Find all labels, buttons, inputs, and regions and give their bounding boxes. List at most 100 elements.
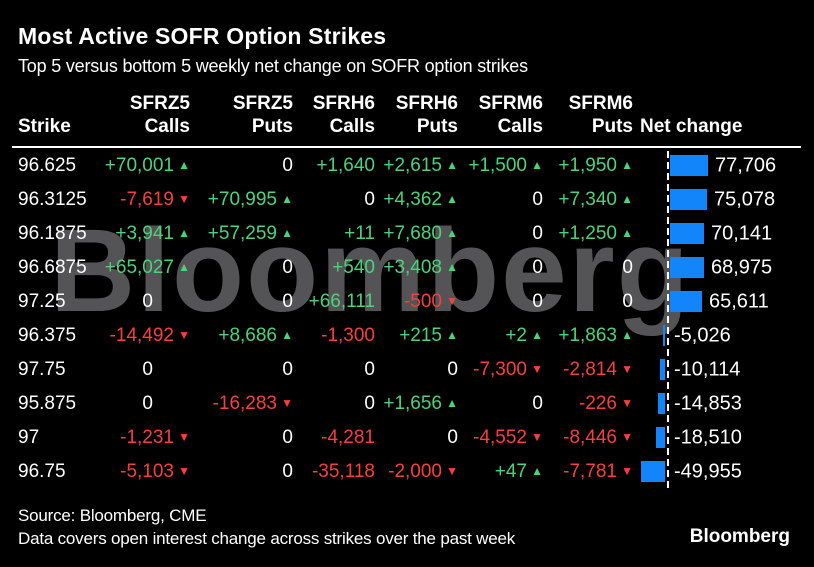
table-row: 97.75 0 0 0 0 -7,300 ▼ -2,814 ▼ -10,114 [0,353,814,387]
value-text: 0 [532,189,543,210]
value-text: -4,552 [473,427,527,448]
value-text: 0 [282,359,293,380]
column-header-sfrh6-puts: SFRH6 [395,93,458,114]
up-triangle-icon: ▲ [446,396,458,410]
value-cell: +70,001 ▲ [90,155,190,177]
value-text: -16,283 [212,393,277,414]
value-cell: +47 ▲ [458,461,543,483]
value-cell: 0 [293,359,375,381]
net-change-cell: -5,026 [633,319,814,353]
value-text: -226 [578,393,617,414]
down-triangle-icon: ▼ [446,464,458,478]
value-cell: 0 [375,359,458,381]
value-text: 0 [282,461,293,482]
net-change-cell: -10,114 [633,353,814,387]
value-cell: +7,340 ▲ [543,189,633,211]
value-text: +65,027 [104,257,174,278]
value-text: +47 [494,461,527,482]
value-text: +540 [332,257,375,278]
down-triangle-icon: ▼ [621,396,633,410]
strike-cell: 97.75 [18,359,66,380]
down-triangle-icon: ▼ [281,396,293,410]
value-cell: -1,231 ▼ [90,427,190,449]
table-row: 96.3125 -7,619 ▼ +70,995 ▲ 0 +4,362 ▲ 0 +7,340 ▲ 75… [0,183,814,217]
value-cell: 0 [190,155,293,177]
value-text: +7,680 [383,223,442,244]
strike-cell: 97 [18,427,40,448]
net-change-value: 77,706 [715,154,777,177]
value-text: -8,446 [563,427,617,448]
value-text: 0 [622,291,633,312]
up-triangle-icon: ▲ [531,464,543,478]
value-text: 0 [282,291,293,312]
value-text: 0 [282,427,293,448]
column-header-calls-3: Calls [497,116,543,137]
value-cell: 0 [90,291,190,313]
value-text: +215 [399,325,442,346]
footnote: Data covers open interest change across … [18,529,516,548]
chart-title: Most Active SOFR Option Strikes [18,23,387,49]
up-triangle-icon: ▲ [178,158,190,172]
value-text: -500 [403,291,442,312]
up-triangle-icon: ▲ [446,226,458,240]
value-cell: +215 ▲ [375,325,458,347]
strike-cell: 96.375 [18,325,77,346]
value-text: +1,656 [383,393,442,414]
value-cell: +1,250 ▲ [543,223,633,245]
net-change-value: 68,975 [711,256,773,279]
value-text: 0 [142,393,153,414]
table-row: 97.25 0 0 +66,111 -500 ▼ 0 0 65,611 [0,285,814,319]
value-text: 0 [532,257,543,278]
value-cell: +3,941 ▲ [90,223,190,245]
value-cell: -35,118 [293,461,375,483]
value-text: 0 [364,393,375,414]
column-header [18,93,90,115]
value-text: 0 [447,359,458,380]
column-header-sfrh6-calls: SFRH6 [312,93,375,114]
value-cell: 0 [458,189,543,211]
up-triangle-icon: ▲ [531,328,543,342]
value-cell: -4,281 [293,427,375,449]
strike-cell: 96.625 [18,155,77,176]
value-cell: 0 [190,257,293,279]
up-triangle-icon: ▲ [281,328,293,342]
value-cell: 0 [190,359,293,381]
value-cell: +1,500 ▲ [458,155,543,177]
value-text: -5,103 [120,461,174,482]
value-text: +1,863 [558,325,617,346]
value-cell: -2,000 ▼ [375,461,458,483]
value-text: +11 [344,223,375,244]
value-cell: +7,680 ▲ [375,223,458,245]
value-cell: 0 [543,257,633,279]
net-change-value: -5,026 [674,324,731,347]
value-cell: 0 [293,393,375,415]
up-triangle-icon: ▲ [178,260,190,274]
value-cell: +540 [293,257,375,279]
strike-cell: 96.3125 [18,189,87,210]
net-change-value: -14,853 [674,392,742,415]
value-cell: 0 [458,291,543,313]
value-text: -1,300 [321,325,375,346]
value-cell: +11 [293,223,375,245]
value-text: +70,001 [104,155,174,176]
value-text: 0 [447,427,458,448]
value-text: +70,995 [207,189,277,210]
net-change-bar [670,291,702,312]
value-text: -7,300 [473,359,527,380]
value-cell: +1,656 ▲ [375,393,458,415]
down-triangle-icon: ▼ [621,430,633,444]
value-cell: +1,950 ▲ [543,155,633,177]
value-cell: -14,492 ▼ [90,325,190,347]
down-triangle-icon: ▼ [621,464,633,478]
column-headers-contract-row: SFRZ5 SFRZ5 SFRH6 SFRH6 SFRM6 SFRM6 [0,93,814,115]
net-change-bar [670,257,704,278]
value-text: 0 [142,359,153,380]
value-cell: +2 ▲ [458,325,543,347]
column-header-sfrz5-puts: SFRZ5 [232,93,293,114]
column-header-puts-3: Puts [591,116,633,137]
up-triangle-icon: ▲ [446,328,458,342]
value-text: +1,640 [316,155,375,176]
table-row: 97 -1,231 ▼ 0 -4,281 0 -4,552 ▼ -8,446 ▼ -18,510 [0,421,814,455]
value-cell: -226 ▼ [543,393,633,415]
value-text: -2,000 [388,461,442,482]
